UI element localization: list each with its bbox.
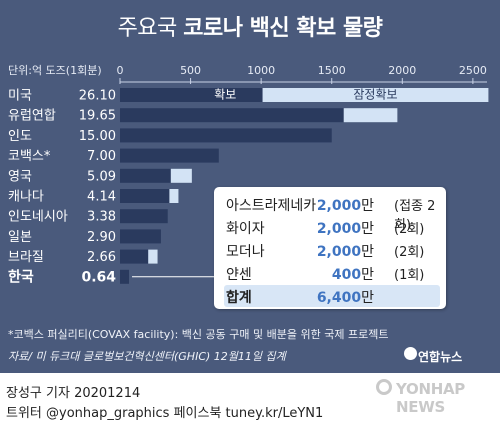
amount-unit: 만 bbox=[361, 290, 374, 306]
value-label: 3.38 bbox=[87, 210, 116, 225]
dose-note: (2회) bbox=[394, 222, 425, 237]
breakdown-total-row: 합계 6,400만 bbox=[224, 285, 440, 307]
title-main: 코로나 백신 확보 물량 bbox=[183, 16, 383, 41]
bar-secured bbox=[120, 168, 171, 183]
legend-potential-label: 잠정확보 bbox=[353, 88, 397, 102]
reporter-credit: 장성구 기자 20201214 bbox=[6, 386, 141, 401]
chart-title: 주요국 코로나 백신 확보 물량 bbox=[0, 10, 500, 42]
amount-number: 400 bbox=[331, 267, 362, 283]
value-label: 26.10 bbox=[79, 89, 116, 104]
value-label: 5.09 bbox=[87, 169, 116, 184]
amount-number: 2,000 bbox=[316, 244, 362, 260]
vaccine-amount: 400만 bbox=[332, 264, 374, 284]
value-label: 4.14 bbox=[87, 190, 116, 205]
yonhap-logo-text: YONHAP NEWS bbox=[396, 380, 465, 416]
country-label: 코백스* bbox=[8, 149, 51, 164]
amount-unit: 만 bbox=[361, 221, 374, 237]
x-tick-label: 2000 bbox=[388, 64, 416, 77]
value-label: 2.66 bbox=[87, 250, 116, 265]
breakdown-row: 아스트라제네카 2,000만 (접종 2회) bbox=[224, 193, 440, 233]
vaccine-name: 아스트라제네카 bbox=[226, 198, 317, 214]
country-label: 한국 bbox=[8, 269, 34, 285]
amount-unit: 만 bbox=[361, 267, 374, 283]
bar-secured bbox=[120, 269, 130, 284]
country-label: 유럽연합 bbox=[8, 109, 56, 124]
bar-secured bbox=[120, 189, 170, 203]
value-label: 7.00 bbox=[87, 149, 116, 164]
bar-potential bbox=[148, 249, 158, 264]
country-label: 영국 bbox=[8, 169, 32, 184]
bar-secured bbox=[120, 128, 332, 143]
value-label: 15.00 bbox=[79, 129, 116, 144]
legend-secured-label: 확보 bbox=[214, 88, 236, 102]
yonhap-brand-icon bbox=[404, 347, 417, 360]
title-prefix: 주요국 bbox=[117, 16, 184, 41]
country-label: 캐나다 bbox=[8, 190, 44, 205]
yonhap-logo-icon bbox=[376, 379, 392, 395]
breakdown-row: 얀센 400만 (1회) bbox=[224, 262, 440, 284]
dose-note: (2회) bbox=[394, 245, 425, 260]
x-tick-label: 1000 bbox=[247, 64, 275, 77]
amount-unit: 만 bbox=[361, 244, 374, 260]
amount-number: 2,000 bbox=[316, 198, 362, 214]
korea-leader-line bbox=[132, 276, 227, 289]
footnote-covax: *코백스 퍼실리티(COVAX facility): 백신 공동 구매 및 배분… bbox=[8, 328, 389, 341]
bar-secured bbox=[120, 229, 161, 244]
vaccine-name: 화이자 bbox=[226, 221, 265, 237]
bar-secured bbox=[120, 209, 168, 224]
amount-number: 6,400 bbox=[316, 290, 362, 306]
country-label: 인도 bbox=[8, 129, 32, 144]
vaccine-name: 모더나 bbox=[226, 244, 265, 260]
bar-secured bbox=[120, 108, 344, 123]
bar-potential bbox=[170, 168, 192, 183]
value-label: 0.64 bbox=[81, 269, 116, 285]
value-label: 2.90 bbox=[87, 230, 116, 245]
bar-potential bbox=[343, 108, 398, 123]
x-tick-label: 500 bbox=[180, 64, 201, 77]
vaccine-amount: 2,000만 bbox=[317, 218, 374, 238]
breakdown-row: 화이자 2,000만 (2회) bbox=[224, 216, 440, 238]
country-label: 미국 bbox=[8, 89, 32, 104]
bar-secured bbox=[120, 148, 219, 163]
vaccine-amount: 2,000만 bbox=[317, 241, 374, 261]
bar-secured bbox=[120, 88, 263, 102]
dose-note: (접종 2회) bbox=[394, 199, 436, 233]
bar-potential bbox=[262, 88, 489, 102]
amount-unit: 만 bbox=[361, 198, 374, 214]
vaccine-name: 얀센 bbox=[226, 267, 252, 283]
bar-secured bbox=[120, 249, 149, 264]
footnote-source: 자료/ 미 듀크대 글로벌보건혁신센터(GHIC) 12월11일 집계 bbox=[8, 350, 286, 363]
brand-label: 연합뉴스 bbox=[418, 350, 463, 364]
x-tick-label: 2500 bbox=[459, 64, 487, 77]
country-label: 일본 bbox=[8, 230, 32, 245]
value-label: 19.65 bbox=[79, 109, 116, 124]
country-label: 브라질 bbox=[8, 250, 44, 265]
x-tick-label: 0 bbox=[117, 64, 124, 77]
amount-number: 2,000 bbox=[316, 221, 362, 237]
country-label: 인도네시아 bbox=[8, 210, 68, 225]
vaccine-amount: 2,000만 bbox=[317, 195, 374, 215]
breakdown-row: 모더나 2,000만 (2회) bbox=[224, 239, 440, 261]
vaccine-name: 합계 bbox=[226, 290, 252, 306]
dose-note: (1회) bbox=[394, 268, 425, 283]
infographic-panel bbox=[0, 0, 500, 373]
bar-potential bbox=[169, 189, 179, 203]
korea-breakdown-box: 아스트라제네카 2,000만 (접종 2회) 화이자 2,000만 (2회) 모더나 2,00… bbox=[214, 187, 446, 309]
x-tick-label: 1500 bbox=[318, 64, 346, 77]
vaccine-amount: 6,400만 bbox=[317, 287, 374, 307]
unit-label: 단위:억 도즈(1회분) bbox=[8, 64, 102, 77]
social-credit: 트위터 @yonhap_graphics 페이스북 tuney.kr/LeYN1 bbox=[6, 406, 324, 421]
